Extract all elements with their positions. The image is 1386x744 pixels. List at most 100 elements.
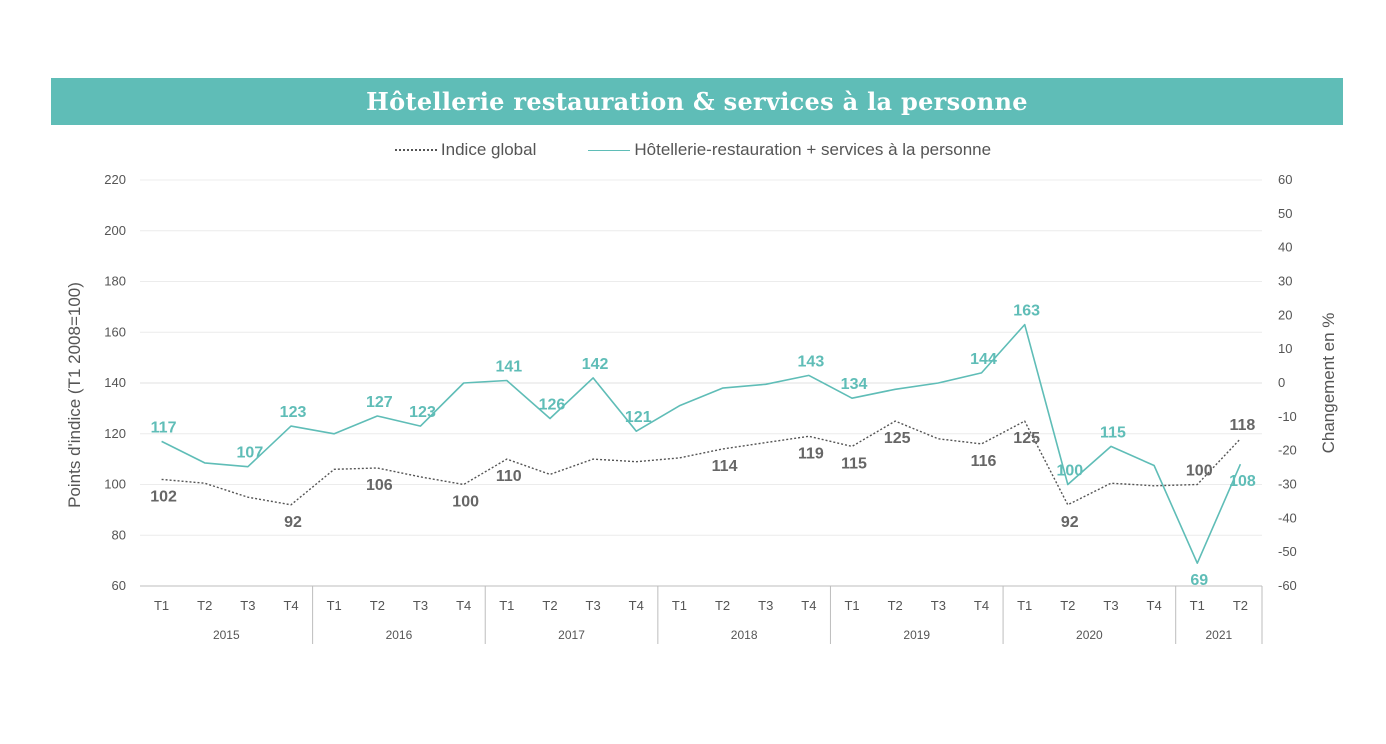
- data-label-hospitality: 107: [237, 445, 264, 462]
- data-label-global: 115: [841, 455, 867, 472]
- y-tick-label: 160: [104, 324, 126, 339]
- data-label-global: 92: [1061, 514, 1079, 531]
- data-label-hospitality: 121: [625, 409, 652, 426]
- y2-tick-label: 60: [1278, 172, 1292, 187]
- y2-tick-label: 20: [1278, 307, 1292, 322]
- data-label-hospitality: 123: [280, 404, 307, 421]
- data-label-global: 118: [1230, 417, 1256, 434]
- data-label-hospitality: 117: [151, 419, 177, 436]
- series-line-global: [161, 420, 1241, 506]
- y2-tick-label: -10: [1278, 409, 1297, 424]
- y-tick-label: 80: [112, 527, 126, 542]
- x-tick-label: T3: [1103, 598, 1118, 613]
- y-tick-label: 100: [104, 477, 126, 492]
- data-label-hospitality: 115: [1100, 424, 1126, 441]
- chart-title: Hôtellerie restauration & services à la …: [366, 87, 1028, 116]
- data-label-hospitality: 142: [582, 356, 609, 373]
- x-tick-label: T4: [1147, 598, 1162, 613]
- x-tick-label: T1: [1017, 598, 1032, 613]
- data-label-global: 106: [366, 477, 393, 494]
- year-label: 2018: [731, 628, 758, 642]
- y2-tick-label: -20: [1278, 443, 1297, 458]
- data-label-global: 102: [150, 488, 177, 505]
- x-tick-label: T2: [715, 598, 730, 613]
- x-tick-label: T4: [629, 598, 644, 613]
- y-axis-title: Points d'indice (T1 2008=100): [65, 282, 84, 508]
- data-label-global: 92: [284, 514, 302, 531]
- legend-item-hospitality: Hôtellerie-restauration + services à la …: [588, 140, 991, 160]
- x-tick-label: T2: [197, 598, 212, 613]
- title-banner: Hôtellerie restauration & services à la …: [51, 78, 1343, 125]
- data-label-hospitality: 123: [409, 404, 436, 421]
- data-label-hospitality: 144: [970, 351, 997, 368]
- x-tick-label: T4: [456, 598, 471, 613]
- x-tick-label: T1: [672, 598, 687, 613]
- data-label-global: 125: [884, 430, 911, 447]
- data-label-global: 116: [971, 453, 997, 470]
- y-tick-label: 200: [104, 223, 126, 238]
- year-label: 2015: [213, 628, 240, 642]
- x-tick-label: T4: [974, 598, 989, 613]
- x-tick-label: T3: [413, 598, 428, 613]
- data-label-hospitality: 69: [1190, 572, 1208, 589]
- data-label-hospitality: 143: [798, 353, 825, 370]
- data-label-hospitality: 108: [1229, 473, 1256, 490]
- year-label: 2021: [1205, 628, 1232, 642]
- x-tick-label: T3: [240, 598, 255, 613]
- y2-tick-label: 40: [1278, 240, 1292, 255]
- y-tick-label: 120: [104, 426, 126, 441]
- y2-tick-label: 50: [1278, 206, 1292, 221]
- data-label-hospitality: 127: [366, 394, 393, 411]
- legend-item-global: Indice global: [394, 140, 537, 160]
- x-tick-label: T2: [888, 598, 903, 613]
- legend-swatch-dotted: [394, 149, 437, 151]
- x-tick-label: T3: [586, 598, 601, 613]
- legend-label-hospitality: Hôtellerie-restauration + services à la …: [634, 140, 992, 159]
- y2-tick-label: 30: [1278, 274, 1292, 289]
- year-label: 2016: [386, 628, 413, 642]
- x-tick-label: T2: [542, 598, 557, 613]
- y2-tick-label: -40: [1278, 510, 1297, 525]
- year-label: 2019: [903, 628, 930, 642]
- year-label: 2017: [558, 628, 585, 642]
- y-tick-label: 60: [112, 578, 126, 593]
- x-tick-label: T2: [370, 598, 385, 613]
- data-label-global: 100: [1186, 463, 1213, 480]
- data-label-global: 114: [712, 458, 738, 475]
- y2-tick-label: -60: [1278, 578, 1297, 593]
- series-line-hospitality: [161, 323, 1242, 565]
- x-tick-label: T1: [499, 598, 514, 613]
- y2-tick-label: 10: [1278, 341, 1292, 356]
- y2-tick-label: 0: [1278, 375, 1285, 390]
- legend-swatch-solid: [588, 149, 631, 151]
- data-label-hospitality: 126: [539, 397, 566, 414]
- x-tick-label: T4: [801, 598, 816, 613]
- x-tick-label: T3: [758, 598, 773, 613]
- legend-label-global: Indice global: [440, 140, 537, 159]
- data-label-global: 110: [496, 468, 522, 485]
- y-tick-label: 180: [104, 274, 126, 289]
- data-label-global: 100: [452, 494, 479, 511]
- x-tick-label: T1: [327, 598, 342, 613]
- x-tick-label: T1: [154, 598, 169, 613]
- data-label-global: 125: [1013, 430, 1040, 447]
- data-label-hospitality: 163: [1013, 303, 1040, 320]
- x-tick-label: T1: [1190, 598, 1205, 613]
- data-label-hospitality: 100: [1056, 463, 1083, 480]
- x-tick-label: T2: [1060, 598, 1075, 613]
- y2-tick-label: -50: [1278, 544, 1297, 559]
- legend: Indice global Hôtellerie-restauration + …: [0, 140, 1386, 160]
- x-tick-label: T1: [844, 598, 859, 613]
- y2-axis-title: Changement en %: [1319, 313, 1338, 454]
- y-tick-label: 140: [104, 375, 126, 390]
- y2-tick-label: -30: [1278, 477, 1297, 492]
- x-tick-label: T4: [283, 598, 298, 613]
- year-label: 2020: [1076, 628, 1103, 642]
- data-label-global: 119: [798, 445, 824, 462]
- x-tick-label: T2: [1233, 598, 1248, 613]
- data-label-hospitality: 134: [841, 376, 868, 393]
- x-tick-label: T3: [931, 598, 946, 613]
- y-tick-label: 220: [104, 172, 126, 187]
- data-label-hospitality: 141: [495, 358, 522, 375]
